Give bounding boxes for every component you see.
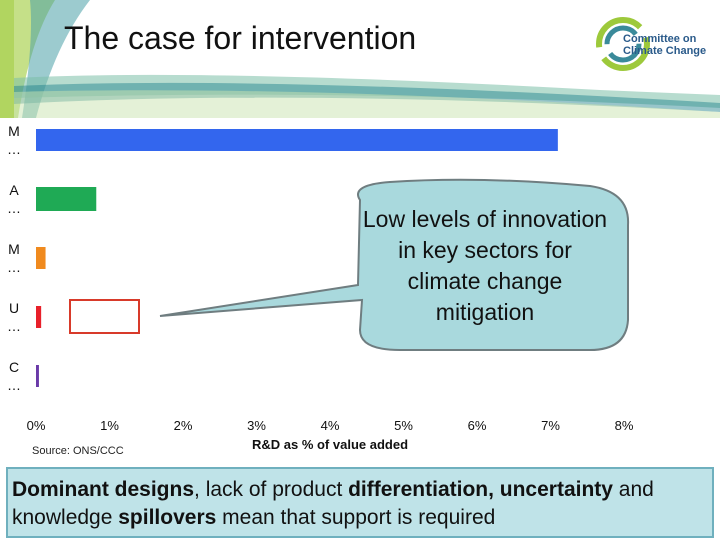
category-label: A <box>9 182 19 198</box>
category-label: C <box>9 359 19 375</box>
callout-text: Low levels of innovation in key sectors … <box>362 206 608 325</box>
conclusion-text-2: and knowledge <box>12 478 654 529</box>
category-label: … <box>7 141 21 157</box>
source-note: Source: ONS/CCC <box>32 445 124 457</box>
logo-line-1: Committee on <box>623 33 697 45</box>
category-label: M <box>8 123 20 139</box>
x-axis-label: R&D as % of value added <box>252 437 408 452</box>
conclusion-box <box>6 467 714 538</box>
conclusion-bold-2: differentiation, uncertainty <box>348 478 613 501</box>
category-label: … <box>7 259 21 275</box>
conclusion-text-3: mean that support is required <box>216 506 496 529</box>
bar <box>36 187 97 211</box>
bar <box>36 247 46 269</box>
committee-logo-icon <box>596 17 650 71</box>
category-label: … <box>7 377 21 393</box>
highlight-box <box>69 299 140 334</box>
bar <box>36 365 39 387</box>
x-tick-label: 6% <box>468 418 487 433</box>
category-label: M <box>8 241 20 257</box>
logo-text: Committee on Climate Change <box>623 33 706 57</box>
x-tick-label: 0% <box>27 418 46 433</box>
callout-bubble <box>159 178 630 351</box>
x-tick-label: 8% <box>615 418 634 433</box>
x-tick-label: 4% <box>321 418 340 433</box>
category-label: U <box>9 300 19 316</box>
logo-line-2: Climate Change <box>623 45 707 57</box>
category-label: … <box>7 318 21 334</box>
conclusion-text: Dominant designs, lack of product differ… <box>12 476 712 532</box>
rd-bar-chart: M … A … M … U … C … 0% 1% 2% 3% 4% 5% 6% 7% 8% R&D as % of … <box>7 123 634 452</box>
header-decoration <box>0 0 720 118</box>
x-tick-label: 5% <box>394 418 413 433</box>
conclusion-bold-1: Dominant designs <box>12 478 195 501</box>
x-tick-label: 1% <box>100 418 119 433</box>
bar <box>36 129 558 151</box>
category-label: … <box>7 200 21 216</box>
slide-title: The case for intervention <box>64 20 417 56</box>
x-tick-label: 3% <box>247 418 266 433</box>
x-tick-label: 7% <box>541 418 560 433</box>
conclusion-bold-3: spillovers <box>118 506 217 529</box>
bar <box>36 306 42 328</box>
x-tick-label: 2% <box>174 418 193 433</box>
conclusion-text-1: , lack of product <box>194 478 349 501</box>
